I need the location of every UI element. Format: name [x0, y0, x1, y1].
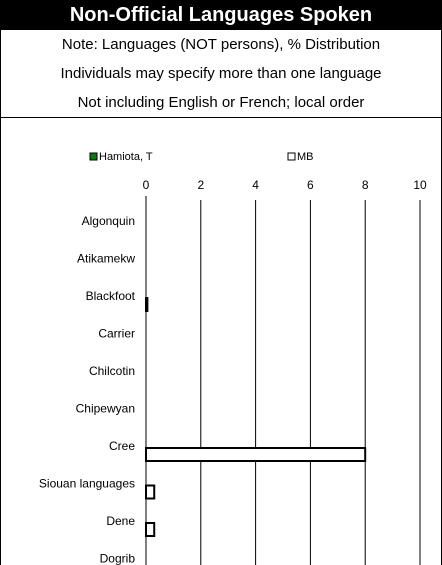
legend-label: MB	[297, 151, 314, 163]
y-tick-label: Algonquin	[82, 214, 135, 228]
x-tick-label: 2	[197, 178, 204, 192]
bar	[145, 297, 149, 312]
y-tick-label: Blackfoot	[86, 289, 136, 303]
y-tick-label: Siouan languages	[39, 477, 135, 491]
legend-label: Hamiota, T	[99, 151, 153, 163]
y-tick-label: Dene	[106, 514, 135, 528]
y-tick-label: Cree	[109, 439, 135, 453]
chart-title: Non-Official Languages Spoken	[0, 0, 442, 30]
y-tick-label: Chilcotin	[89, 364, 135, 378]
x-tick-label: 10	[413, 178, 427, 192]
note: Individuals may specify more than one la…	[60, 65, 382, 82]
x-tick-label: 8	[362, 178, 369, 192]
y-tick-label: Dogrib	[100, 552, 136, 565]
x-tick-label: 6	[307, 178, 314, 192]
y-tick-label: Carrier	[98, 327, 135, 341]
notes: Note: Languages (NOT persons), % Distrib…	[0, 30, 442, 118]
legend-swatch	[287, 152, 296, 161]
x-tick-label: 4	[252, 178, 259, 192]
y-tick-label: Atikamekw	[77, 252, 135, 266]
x-tick-label: 0	[143, 178, 150, 192]
note: Not including English or French; local o…	[77, 94, 365, 111]
note: Note: Languages (NOT persons), % Distrib…	[61, 36, 381, 53]
legend-swatch	[89, 152, 98, 161]
y-tick-label: Chipewyan	[76, 402, 135, 416]
bar	[145, 484, 156, 500]
bar	[145, 447, 367, 462]
bar	[145, 522, 156, 537]
